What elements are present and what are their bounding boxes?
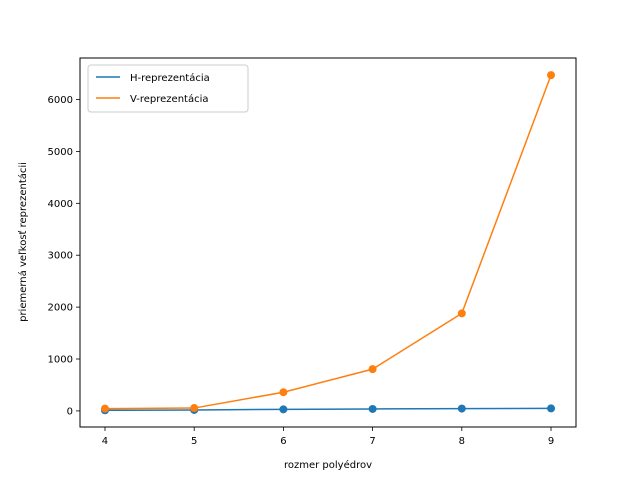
x-axis: 4 5 6 7 8 9 <box>102 427 554 447</box>
data-point-h <box>547 404 556 413</box>
y-axis: 0 1000 2000 3000 4000 5000 6000 <box>48 95 80 417</box>
x-tick-label: 8 <box>459 436 465 447</box>
legend-label-v: V-reprezentácia <box>130 93 209 105</box>
y-tick-label: 4000 <box>48 199 73 210</box>
y-axis-label: priemerná veľkosť reprezentácii <box>17 162 29 322</box>
x-tick-label: 4 <box>102 436 108 447</box>
x-tick-label: 5 <box>191 436 197 447</box>
series-layer <box>100 71 556 415</box>
y-tick-label: 5000 <box>48 147 73 158</box>
y-tick-label: 1000 <box>48 355 73 366</box>
data-point-h <box>279 405 288 414</box>
x-tick-label: 6 <box>280 436 286 447</box>
series-line-v <box>104 74 552 410</box>
data-point-v <box>279 388 288 397</box>
x-tick-label: 7 <box>369 436 375 447</box>
plot-area <box>79 57 577 428</box>
legend: H-reprezentácia V-reprezentácia <box>87 64 249 113</box>
data-point-v <box>190 404 199 413</box>
y-tick-label: 2000 <box>48 303 73 314</box>
x-axis-label: rozmer polyédrov <box>284 459 372 471</box>
legend-label-h: H-reprezentácia <box>130 72 210 84</box>
data-point-v <box>100 404 109 413</box>
series-line-h <box>104 407 552 412</box>
data-point-h <box>368 404 377 413</box>
data-point-h <box>457 404 466 413</box>
x-tick-label: 9 <box>548 436 554 447</box>
data-point-v <box>368 365 377 374</box>
legend-box <box>87 64 249 113</box>
y-tick-label: 0 <box>67 406 73 417</box>
data-point-v <box>547 71 556 80</box>
axes-frame <box>79 57 577 428</box>
y-tick-label: 3000 <box>48 251 73 262</box>
y-tick-label: 6000 <box>48 95 73 106</box>
data-point-v <box>457 309 466 318</box>
